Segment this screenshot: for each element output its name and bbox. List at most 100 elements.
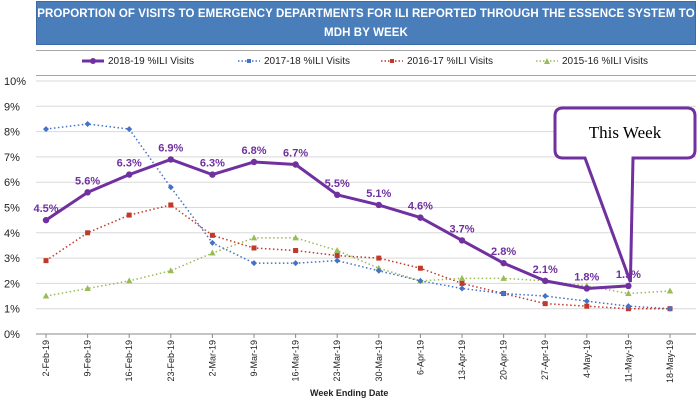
x-tick-label: 16-Mar-19 (291, 340, 301, 382)
y-tick-label: 6% (4, 177, 20, 189)
data-point-2017-18 (334, 257, 341, 264)
data-label-2018-19: 6.7% (283, 147, 308, 159)
data-label-2018-19: 4.6% (408, 201, 433, 213)
data-point-2016-17 (168, 202, 174, 208)
y-tick-label: 8% (4, 127, 20, 139)
data-point-2015-16 (167, 267, 174, 274)
data-point-2016-17 (293, 248, 299, 254)
y-tick-label: 2% (4, 278, 20, 290)
x-tick-label: 20-Apr-19 (499, 340, 509, 380)
data-point-2016-17 (85, 230, 91, 236)
data-label-2018-19: 6.3% (117, 158, 142, 170)
y-tick-label: 3% (4, 253, 20, 265)
data-point-2018-19 (250, 158, 258, 166)
data-point-2018-19 (126, 171, 133, 178)
data-point-2017-18 (292, 260, 299, 267)
data-point-2015-16 (666, 287, 674, 294)
data-point-2015-16 (209, 249, 216, 256)
x-tick-label: 23-Feb-19 (166, 340, 176, 382)
data-point-2017-18 (209, 239, 216, 246)
data-label-2018-19: 2.8% (491, 246, 516, 258)
data-point-2017-18 (500, 290, 507, 297)
data-point-2015-16 (126, 277, 133, 284)
data-point-2016-17 (334, 253, 340, 259)
data-label-2018-19: 3.7% (449, 223, 474, 235)
data-point-2017-18 (583, 298, 590, 305)
data-label-2018-19: 5.1% (366, 188, 391, 200)
data-point-2015-16 (250, 234, 258, 241)
data-point-2017-18 (251, 260, 257, 267)
data-point-2018-19 (375, 201, 382, 209)
data-point-2016-17 (209, 232, 215, 238)
data-point-2017-18 (126, 126, 133, 133)
data-point-2018-19 (417, 214, 424, 221)
data-point-2018-19 (542, 277, 549, 285)
data-point-2017-18 (459, 285, 465, 292)
data-point-2015-16 (458, 274, 466, 281)
legend-item-2015-16: 2015-16 %ILI Visits (536, 56, 648, 67)
data-point-2015-16 (292, 234, 299, 241)
legend-item-2016-17: 2016-17 %ILI Visits (381, 56, 493, 67)
data-point-2015-16 (42, 292, 50, 299)
data-point-2016-17 (459, 280, 465, 286)
legend-swatch-2017-18 (238, 59, 260, 64)
x-tick-label: 2-Mar-19 (207, 340, 217, 377)
data-point-2015-16 (375, 264, 382, 271)
legend-label-2015-16: 2015-16 %ILI Visits (562, 56, 648, 67)
y-tick-label: 9% (4, 101, 20, 113)
chart-legend: 2018-19 %ILI Visits 2017-18 %ILI Visits … (36, 50, 696, 76)
data-point-2015-16 (625, 290, 632, 297)
data-point-2015-16 (84, 284, 91, 291)
data-point-2016-17 (43, 258, 49, 264)
legend-item-2017-18: 2017-18 %ILI Visits (238, 56, 350, 67)
callout-text: This Week (589, 123, 662, 142)
y-tick-label: 1% (4, 304, 20, 316)
data-point-2017-18 (167, 184, 174, 191)
data-point-2017-18 (667, 305, 673, 312)
data-point-2018-19 (458, 237, 466, 244)
data-point-2016-17 (376, 255, 382, 261)
y-tick-label: 5% (4, 203, 20, 215)
data-point-2017-18 (417, 277, 424, 284)
x-tick-label: 4-May-19 (582, 340, 592, 378)
data-point-2018-19 (334, 191, 341, 199)
data-point-2017-18 (375, 267, 382, 274)
data-point-2018-19 (500, 259, 507, 267)
y-tick-label: 7% (4, 152, 20, 164)
legend-swatch-2015-16 (536, 58, 558, 65)
x-tick-label: 2-Feb-19 (41, 340, 51, 377)
x-tick-label: 23-Mar-19 (332, 340, 342, 382)
data-label-2018-19: 6.9% (158, 142, 183, 154)
data-point-2016-17 (542, 301, 548, 307)
chart-title: PROPORTION OF VISITS TO EMERGENCY DEPART… (36, 1, 696, 45)
data-point-2017-18 (542, 293, 549, 300)
data-point-2018-19 (167, 156, 174, 163)
legend-label-2017-18: 2017-18 %ILI Visits (264, 56, 350, 67)
legend-item-2018-19: 2018-19 %ILI Visits (82, 56, 194, 67)
data-point-2018-19 (583, 285, 590, 292)
data-point-2017-18 (84, 121, 91, 128)
data-point-2018-19 (625, 282, 632, 290)
y-tick-label: 0% (4, 329, 20, 341)
callout-bubble (553, 106, 697, 283)
data-point-2017-18 (625, 303, 632, 310)
x-tick-label: 16-Feb-19 (124, 340, 134, 382)
data-point-2018-19 (292, 161, 299, 168)
x-tick-label: 11-May-19 (623, 340, 633, 382)
data-label-2018-19: 5.6% (75, 175, 100, 187)
y-tick-label: 10% (4, 76, 26, 88)
series-line-2016-17 (45, 204, 670, 310)
data-label-2018-19: 6.3% (200, 158, 225, 170)
y-tick-label: 4% (4, 228, 20, 240)
data-point-2015-16 (500, 274, 507, 281)
data-label-2018-19: 1.8% (574, 271, 599, 283)
data-point-2016-17 (251, 245, 257, 251)
data-point-2015-16 (334, 247, 341, 254)
legend-label-2018-19: 2018-19 %ILI Visits (108, 56, 194, 67)
data-point-2018-19 (84, 189, 91, 196)
data-point-2016-17 (126, 212, 132, 218)
x-tick-label: 27-Apr-19 (540, 340, 550, 380)
data-point-2018-19 (209, 171, 216, 178)
x-tick-label: 9-Mar-19 (249, 340, 259, 377)
